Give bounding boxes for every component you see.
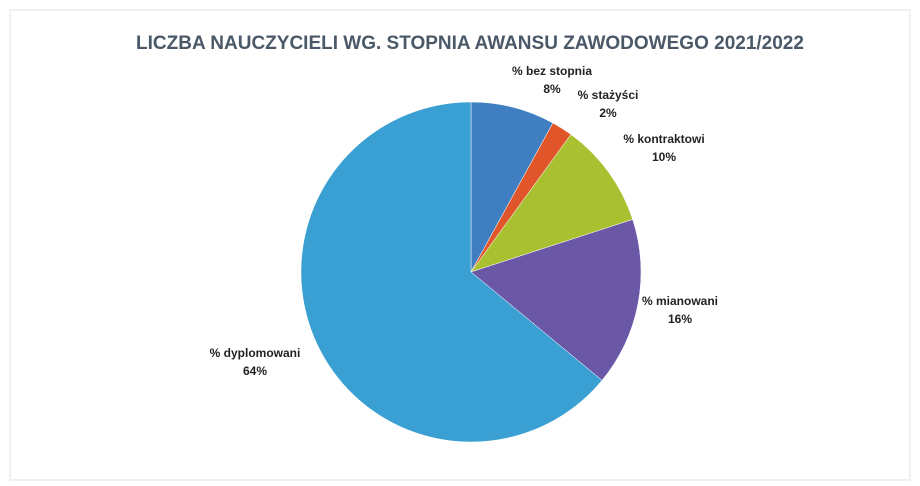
slice-label: % kontraktowi xyxy=(623,132,704,146)
slice-label: % dyplomowani xyxy=(210,346,301,360)
slice-label: % bez stopnia xyxy=(512,64,592,78)
chart-title: LICZBA NAUCZYCIELI WG. STOPNIA AWANSU ZA… xyxy=(136,33,804,54)
slice-value-label: 8% xyxy=(543,82,561,96)
slice-value-label: 64% xyxy=(243,364,267,378)
pie-slice xyxy=(300,101,603,443)
slice-value-label: 10% xyxy=(652,150,676,164)
slice-label: % stażyści xyxy=(578,88,639,102)
slice-value-label: 16% xyxy=(668,312,692,326)
pie-slice xyxy=(470,219,642,381)
slice-value-label: 2% xyxy=(599,106,617,120)
slice-label: % mianowani xyxy=(642,294,718,308)
pie-slice xyxy=(470,134,633,273)
